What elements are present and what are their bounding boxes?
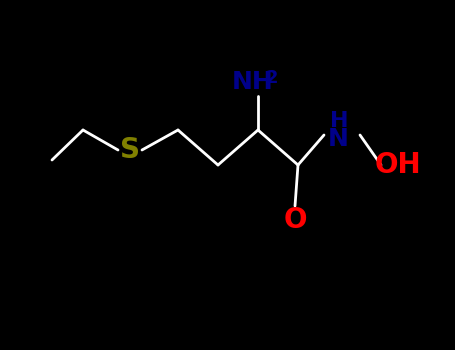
Text: S: S bbox=[120, 136, 140, 164]
Text: N: N bbox=[328, 127, 349, 151]
Text: O: O bbox=[283, 206, 307, 234]
Text: NH: NH bbox=[232, 70, 274, 94]
Text: OH: OH bbox=[374, 151, 421, 179]
Text: H: H bbox=[330, 111, 348, 131]
Text: 2: 2 bbox=[266, 69, 278, 87]
